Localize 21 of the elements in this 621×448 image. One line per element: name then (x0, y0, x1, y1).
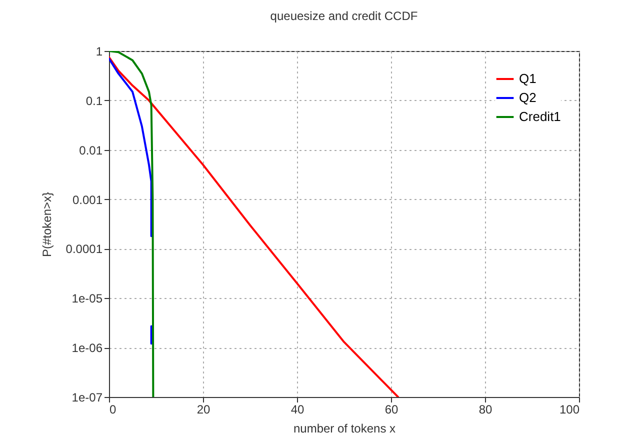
y-tick-label: 1 (96, 44, 103, 58)
y-tick-label: 0.1 (86, 94, 103, 108)
x-tick-label: 60 (384, 402, 398, 416)
x-tick-label: 40 (290, 402, 304, 416)
y-tick-label: 1e-07 (72, 390, 103, 404)
x-tick-label: 80 (478, 402, 492, 416)
legend-label: Q2 (519, 90, 536, 105)
y-tick-label: 0.0001 (66, 242, 103, 256)
y-tick-label: 0.001 (72, 192, 103, 207)
x-tick-label: 100 (559, 402, 580, 416)
x-axis-title: number of tokens x (293, 422, 396, 436)
x-tick-label: 20 (196, 402, 210, 416)
y-tick-label: 1e-05 (72, 292, 103, 306)
legend-label: Q1 (519, 71, 536, 86)
line-series (109, 56, 400, 397)
legend-label: Credit1 (519, 109, 561, 124)
chart-title: queuesize and credit CCDF (270, 9, 418, 23)
y-axis-title: P(#token>x} (40, 192, 54, 258)
x-tick-label: 0 (110, 402, 116, 416)
y-tick-label: 1e-06 (72, 341, 103, 356)
y-tick-label: 0.01 (79, 143, 103, 158)
